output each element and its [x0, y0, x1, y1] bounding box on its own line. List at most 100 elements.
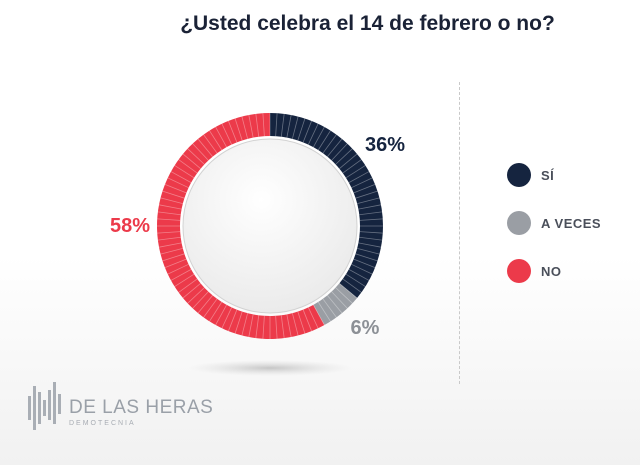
donut-slice-no — [156, 113, 325, 339]
legend: SÍ A VECES NO — [507, 151, 601, 295]
segment-tick — [158, 242, 182, 248]
segment-tick — [234, 311, 243, 334]
segment-tick — [317, 130, 331, 151]
segment-tick — [358, 204, 382, 210]
donut-slice-s — [270, 113, 383, 299]
segment-tick — [215, 126, 227, 148]
segment-tick — [209, 130, 223, 151]
segment-tick — [192, 291, 209, 309]
segment-tick — [286, 314, 292, 338]
segment-tick — [297, 118, 306, 141]
segment-tick — [335, 148, 353, 165]
segment-tick — [162, 253, 185, 262]
donut-slices — [156, 113, 383, 339]
segment-tick — [357, 197, 380, 205]
segment-tick — [197, 138, 213, 157]
legend-item-a-veces: A VECES — [507, 199, 601, 247]
segment-tick — [297, 311, 306, 334]
donut-inner-disc — [182, 138, 358, 314]
segment-tick — [348, 269, 370, 281]
segment-tick — [262, 113, 265, 137]
segment-tick — [327, 295, 343, 314]
divider — [459, 82, 460, 384]
segment-tick — [182, 283, 201, 299]
segment-tick — [353, 258, 376, 268]
segment-ticks — [157, 113, 383, 339]
data-label-2: 58% — [110, 215, 150, 237]
segment-tick — [322, 134, 337, 154]
segment-tick — [335, 287, 353, 304]
segment-tick — [307, 123, 319, 145]
segment-tick — [302, 309, 312, 332]
segment-tick — [275, 315, 278, 339]
segment-tick — [359, 211, 383, 216]
segment-tick — [158, 204, 182, 210]
segment-tick — [170, 269, 192, 281]
legend-item-no: NO — [507, 247, 601, 295]
segment-tick — [255, 315, 260, 339]
segment-tick — [178, 278, 198, 293]
segment-tick — [248, 114, 254, 138]
segment-tick — [351, 263, 373, 275]
segment-tick — [182, 153, 201, 169]
legend-swatch-si — [507, 163, 531, 187]
building-logo-icon — [28, 382, 61, 430]
legend-label-no: NO — [541, 263, 562, 279]
chart-title: ¿Usted celebra el 14 de febrero o no? — [180, 12, 555, 35]
segment-tick — [160, 197, 183, 205]
segment-tick — [291, 116, 299, 139]
segment-tick — [187, 287, 205, 304]
segment-tick — [234, 118, 243, 141]
chart-shadow — [188, 360, 352, 376]
segment-tick — [307, 307, 319, 329]
segment-tick — [174, 165, 195, 179]
segment-tick — [221, 123, 233, 145]
legend-label-si: SÍ — [541, 167, 555, 183]
segment-tick — [357, 247, 380, 255]
logo-name: DE LAS HERAS — [69, 397, 214, 418]
segment-tick — [197, 295, 213, 314]
donut-slice-a-veces — [313, 283, 358, 326]
segment-tick — [170, 171, 192, 183]
segment-tick — [241, 313, 249, 336]
segment-tick — [157, 211, 181, 216]
segment-tick — [157, 218, 181, 221]
segment-tick — [317, 301, 331, 322]
segment-tick — [215, 304, 227, 326]
segment-tick — [348, 171, 370, 183]
segment-tick — [339, 283, 358, 299]
segment-tick — [248, 314, 254, 338]
segment-tick — [221, 307, 233, 329]
donut-chart: 36% 6% 58% — [110, 113, 405, 376]
segment-tick — [162, 190, 185, 199]
legend-item-si: SÍ — [507, 151, 601, 199]
segment-tick — [187, 148, 205, 165]
segment-tick — [167, 263, 189, 275]
segment-tick — [359, 236, 383, 241]
brand-logo: DE LAS HERAS DEMOTECNIA — [27, 382, 213, 432]
segment-tick — [313, 126, 325, 148]
segment-tick — [164, 258, 187, 268]
segment-tick — [345, 273, 366, 287]
segment-tick — [359, 218, 383, 221]
segment-tick — [241, 116, 249, 139]
segment-tick — [353, 184, 376, 194]
segment-tick — [331, 291, 348, 309]
segment-tick — [209, 301, 223, 322]
segment-tick — [157, 231, 181, 234]
segment-tick — [160, 247, 183, 255]
segment-tick — [164, 184, 187, 194]
segment-tick — [203, 298, 218, 318]
legend-swatch-no — [507, 259, 531, 283]
segment-tick — [280, 315, 285, 339]
segment-tick — [355, 190, 378, 199]
segment-tick — [174, 273, 195, 287]
legend-label-a-veces: A VECES — [541, 215, 602, 231]
legend-swatch-a-veces — [507, 211, 531, 235]
segment-tick — [345, 165, 366, 179]
segment-tick — [262, 315, 265, 339]
segment-tick — [342, 159, 362, 174]
segment-tick — [327, 138, 343, 157]
segment-tick — [331, 143, 348, 161]
segment-tick — [358, 242, 382, 248]
